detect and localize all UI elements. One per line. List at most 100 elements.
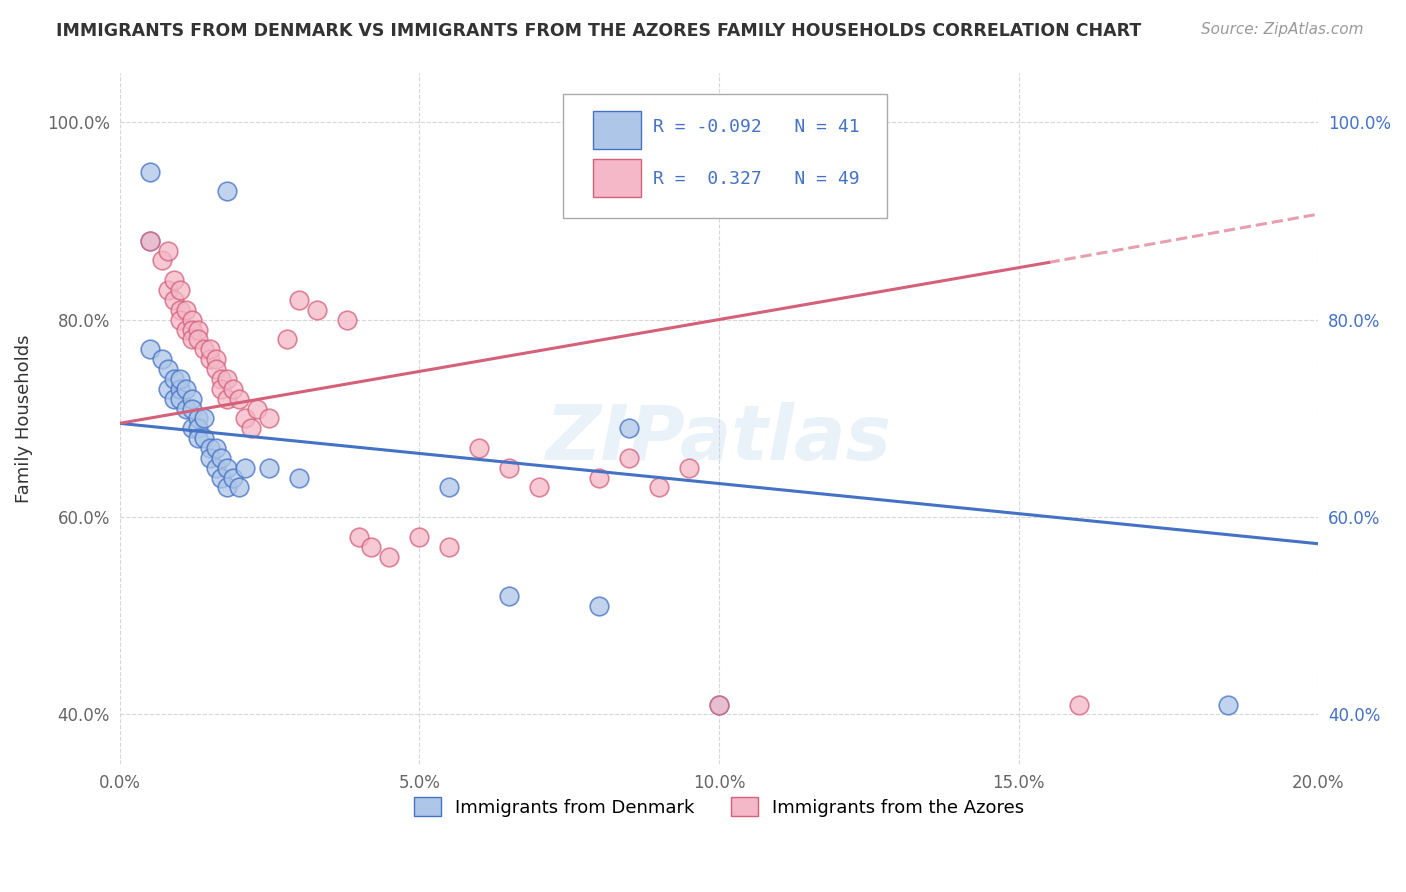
Point <box>498 460 520 475</box>
FancyBboxPatch shape <box>564 94 887 218</box>
Point <box>186 431 208 445</box>
Point <box>678 460 700 475</box>
Point <box>408 530 430 544</box>
Point <box>138 164 160 178</box>
Point <box>276 333 298 347</box>
Point <box>217 392 239 406</box>
Point <box>211 372 233 386</box>
Point <box>204 362 226 376</box>
FancyBboxPatch shape <box>593 160 641 197</box>
Point <box>617 421 640 435</box>
Point <box>198 441 221 455</box>
Point <box>169 312 191 326</box>
Point <box>204 352 226 367</box>
Point <box>217 185 239 199</box>
Point <box>169 283 191 297</box>
Point <box>180 421 202 435</box>
Point <box>439 481 461 495</box>
Point <box>439 540 461 554</box>
Point <box>174 302 197 317</box>
Point <box>222 470 245 484</box>
Point <box>186 322 208 336</box>
Point <box>211 470 233 484</box>
Point <box>235 460 257 475</box>
Point <box>259 411 281 425</box>
Legend: Immigrants from Denmark, Immigrants from the Azores: Immigrants from Denmark, Immigrants from… <box>406 790 1032 824</box>
Point <box>211 382 233 396</box>
Point <box>307 302 329 317</box>
Point <box>162 273 184 287</box>
Point <box>174 401 197 416</box>
Text: Source: ZipAtlas.com: Source: ZipAtlas.com <box>1201 22 1364 37</box>
Point <box>180 333 202 347</box>
Point <box>198 343 221 357</box>
Point <box>186 333 208 347</box>
Point <box>336 312 359 326</box>
Point <box>180 322 202 336</box>
Point <box>498 589 520 603</box>
Point <box>204 441 226 455</box>
Point <box>527 481 550 495</box>
Point <box>588 599 610 613</box>
Point <box>138 234 160 248</box>
Point <box>169 392 191 406</box>
Point <box>707 698 730 712</box>
Point <box>217 460 239 475</box>
Point <box>235 411 257 425</box>
Point <box>156 362 179 376</box>
Point <box>162 392 184 406</box>
Text: R = -0.092   N = 41: R = -0.092 N = 41 <box>652 118 859 136</box>
Point <box>217 372 239 386</box>
Point <box>198 450 221 465</box>
Point <box>240 421 263 435</box>
Point <box>228 392 250 406</box>
Point <box>259 460 281 475</box>
Point <box>217 481 239 495</box>
Text: IMMIGRANTS FROM DENMARK VS IMMIGRANTS FROM THE AZORES FAMILY HOUSEHOLDS CORRELAT: IMMIGRANTS FROM DENMARK VS IMMIGRANTS FR… <box>56 22 1142 40</box>
Point <box>156 244 179 258</box>
Point <box>228 481 250 495</box>
Point <box>180 401 202 416</box>
Point <box>180 392 202 406</box>
Point <box>222 382 245 396</box>
Point <box>648 481 671 495</box>
Point <box>288 293 311 307</box>
Point <box>186 411 208 425</box>
Point <box>150 352 173 367</box>
Point <box>468 441 491 455</box>
Point <box>193 343 215 357</box>
Point <box>1218 698 1240 712</box>
Text: ZIPatlas: ZIPatlas <box>546 402 891 476</box>
Point <box>174 322 197 336</box>
Point <box>156 283 179 297</box>
Point <box>246 401 269 416</box>
Point <box>211 450 233 465</box>
Point <box>162 372 184 386</box>
Point <box>204 460 226 475</box>
Point <box>707 698 730 712</box>
Point <box>288 470 311 484</box>
Point <box>360 540 382 554</box>
Point <box>169 372 191 386</box>
Point <box>378 549 401 564</box>
Point <box>138 343 160 357</box>
Point <box>186 421 208 435</box>
Point <box>349 530 371 544</box>
Point <box>150 253 173 268</box>
Point <box>193 431 215 445</box>
FancyBboxPatch shape <box>593 111 641 149</box>
Point <box>174 382 197 396</box>
Point <box>169 302 191 317</box>
Point <box>180 312 202 326</box>
Point <box>193 411 215 425</box>
Point <box>156 382 179 396</box>
Text: R =  0.327   N = 49: R = 0.327 N = 49 <box>652 169 859 187</box>
Point <box>162 293 184 307</box>
Point <box>198 352 221 367</box>
Point <box>1067 698 1090 712</box>
Point <box>169 382 191 396</box>
Point <box>588 470 610 484</box>
Point <box>138 234 160 248</box>
Point <box>617 450 640 465</box>
Y-axis label: Family Households: Family Households <box>15 334 32 503</box>
